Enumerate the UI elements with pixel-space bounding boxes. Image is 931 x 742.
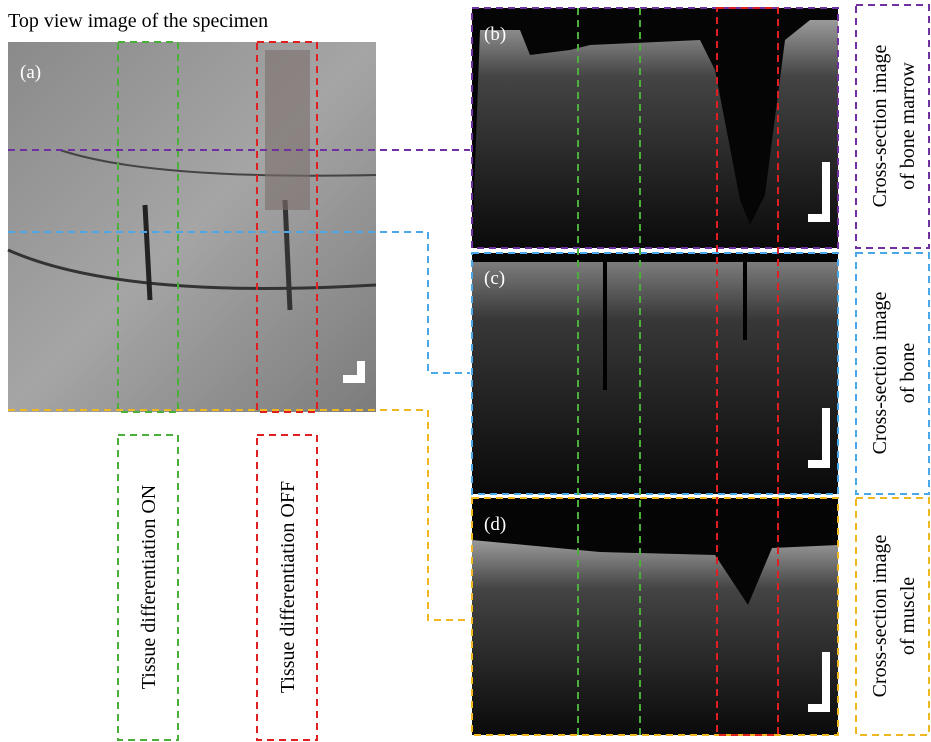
differentiation-label: Tissue differentiation ON xyxy=(138,485,160,689)
panel-label: (a) xyxy=(20,62,41,83)
connector xyxy=(8,410,470,620)
tissue xyxy=(472,540,838,735)
top-view-image xyxy=(8,42,376,412)
panel-label: (d) xyxy=(484,514,506,535)
title: Top view image of the specimen xyxy=(8,10,268,32)
marrow xyxy=(265,50,310,210)
figure: Top view image of the specimen (a) (b) (… xyxy=(0,0,931,742)
cross-section-label: of bone xyxy=(897,343,919,404)
cross-section-label: of muscle xyxy=(897,577,919,655)
page: Top view image of the specimen (a) (b) (… xyxy=(0,0,931,742)
panel-label: (c) xyxy=(484,268,505,289)
differentiation-label: Tissue differentiation OFF xyxy=(277,481,299,693)
cross-section-label: Cross-section image xyxy=(869,45,891,208)
tissue xyxy=(472,262,838,494)
cross-section-label: Cross-section image xyxy=(869,535,891,698)
cross-section-label: of bone marrow xyxy=(897,62,919,190)
panel-label: (b) xyxy=(484,24,506,45)
cross-section-label: Cross-section image xyxy=(869,292,891,455)
